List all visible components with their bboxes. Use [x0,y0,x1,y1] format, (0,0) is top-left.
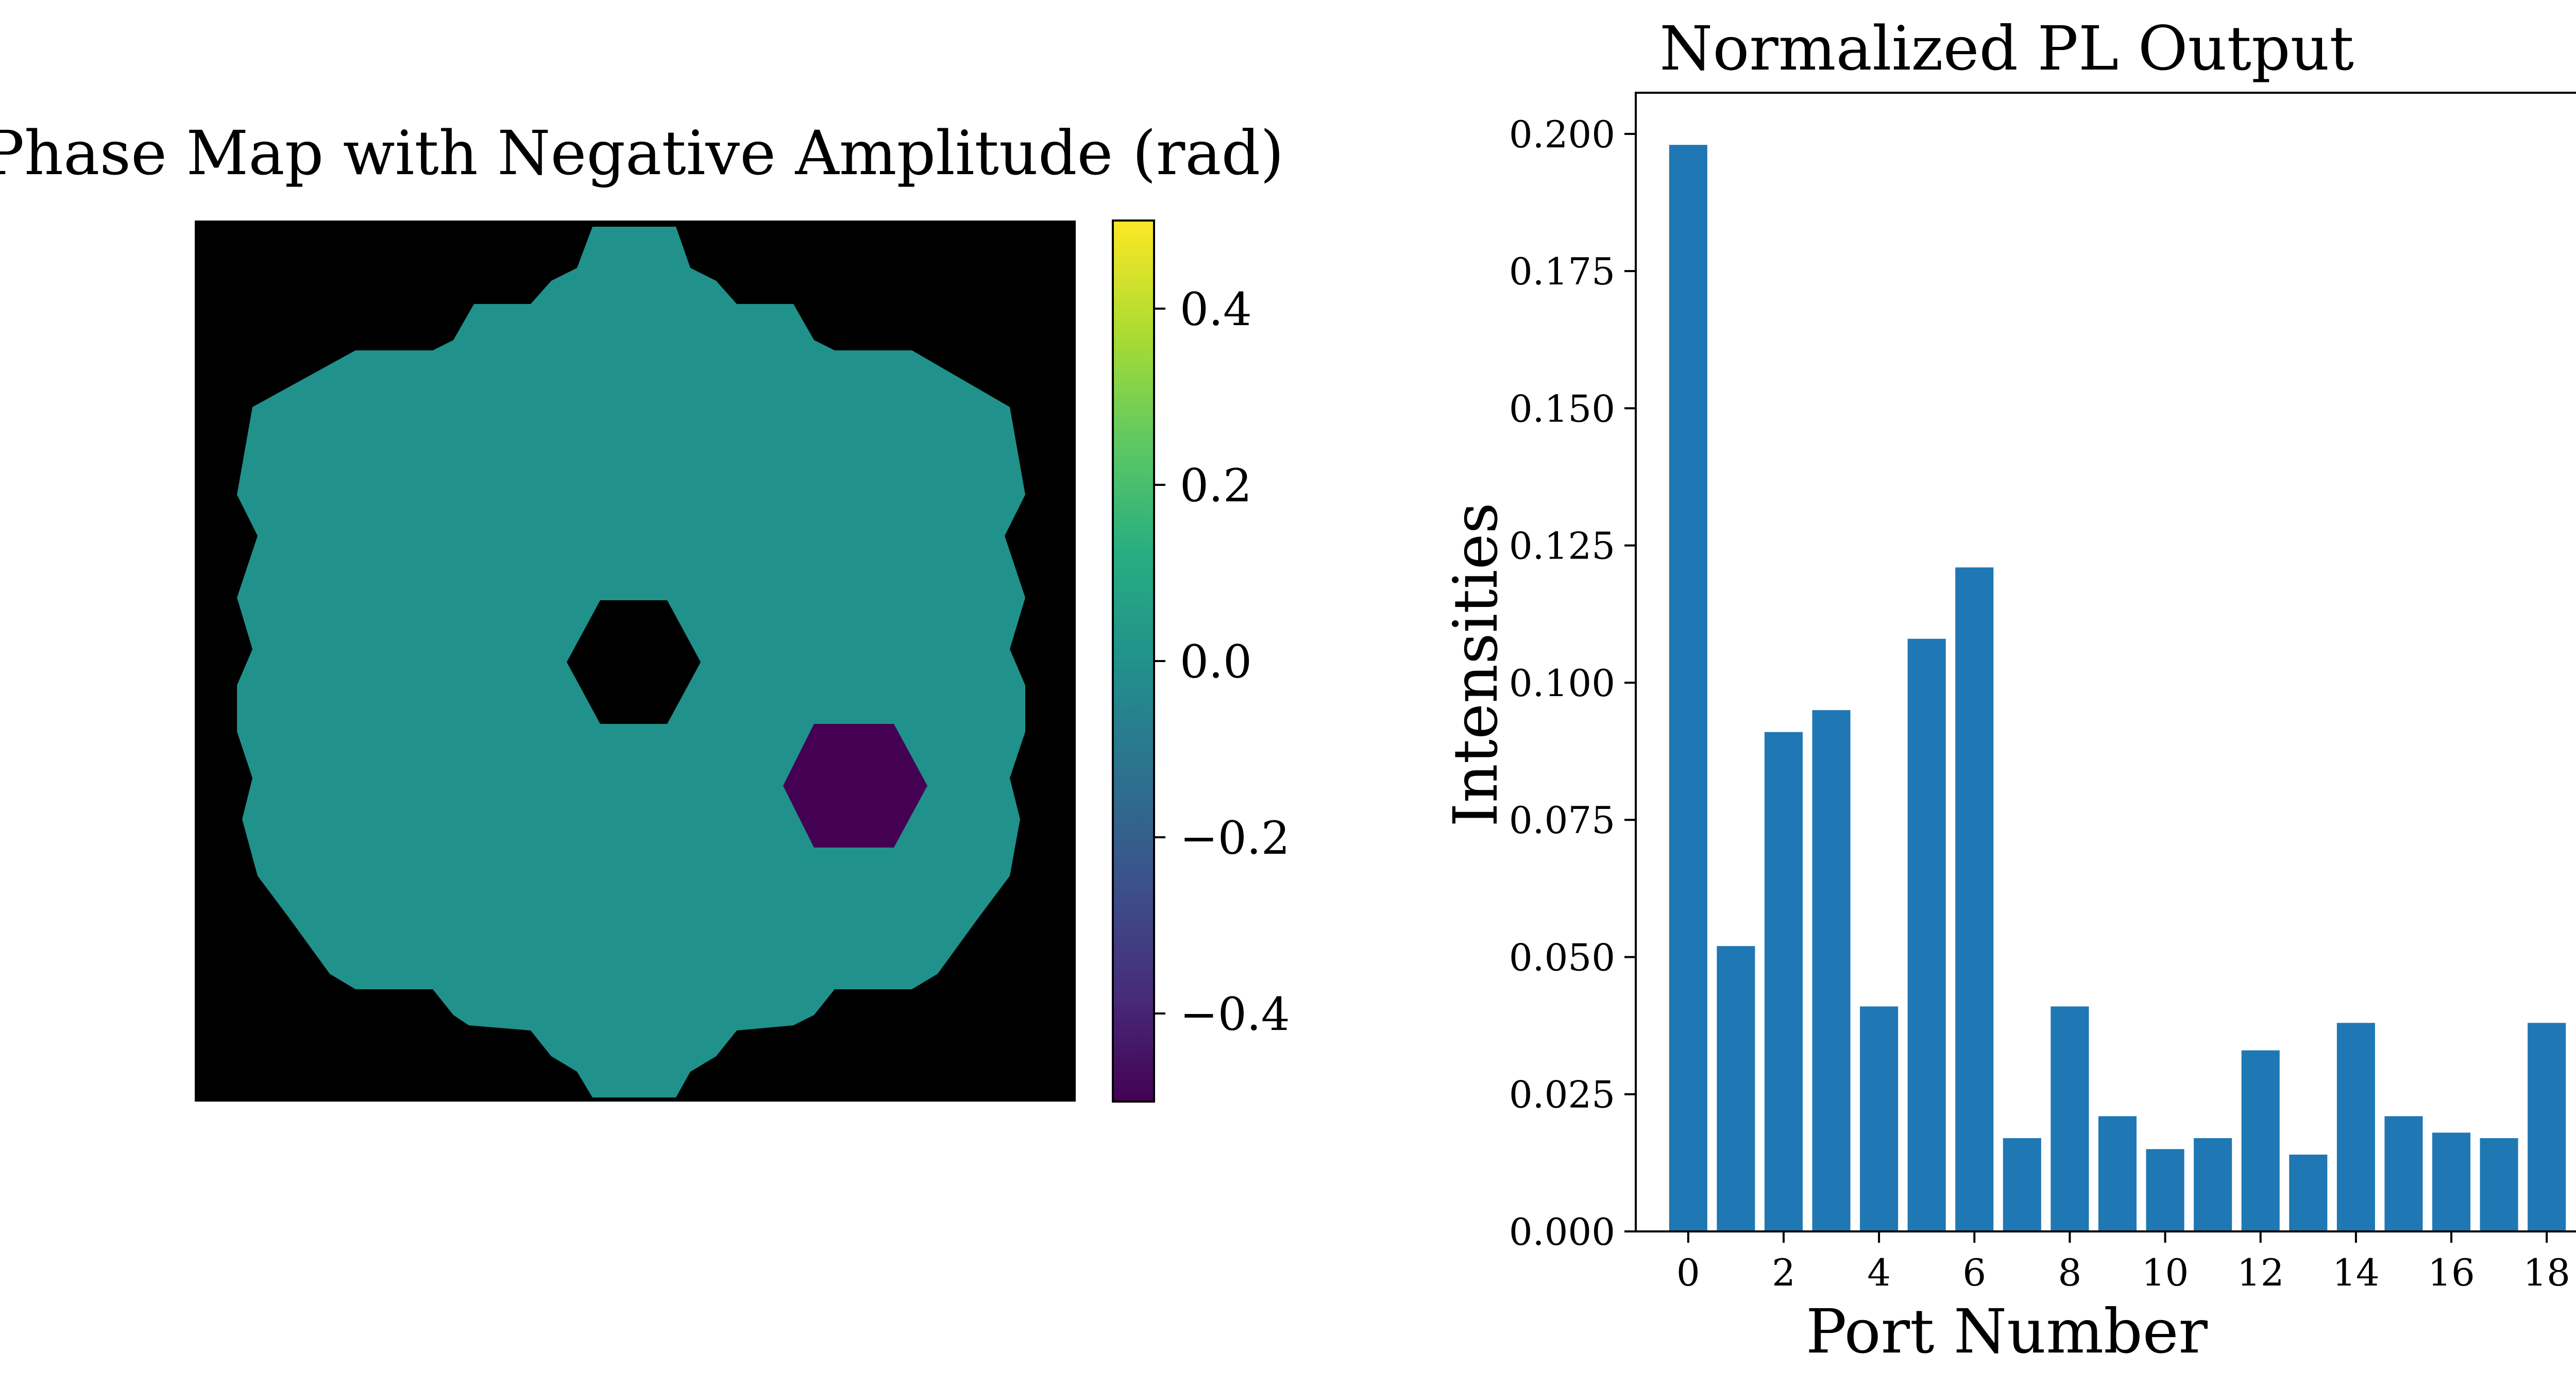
colorbar [1112,219,1155,1103]
y-tick-label: 0.150 [1509,387,1615,430]
x-tick-label: 4 [1867,1251,1891,1294]
colorbar-tick-label: 0.4 [1180,283,1252,336]
y-tick-label: 0.200 [1509,113,1615,156]
y-tick-label: 0.075 [1509,799,1615,842]
x-tick-label: 0 [1676,1251,1700,1294]
bar-port-16 [2432,1133,2471,1231]
bar-chart-title: Normalized PL Output [1659,13,2354,84]
y-axis-label: Intensities [1440,502,1511,827]
y-tick-label: 0.050 [1509,936,1615,979]
x-tick-label: 6 [1962,1251,1986,1294]
colorbar-tick-label: −0.2 [1180,812,1290,865]
x-tick-label: 14 [2332,1251,2380,1294]
bar-port-2 [1764,732,1803,1231]
x-tick-label: 16 [2428,1251,2475,1294]
x-axis-ticks: 0 2 4 6 8 10 12 14 16 18 [1676,1231,2570,1294]
x-tick-label: 12 [2237,1251,2284,1294]
bars [1669,145,2566,1232]
bar-port-14 [2336,1023,2375,1231]
bar-port-8 [2050,1006,2089,1231]
y-axis-ticks: 0.000 0.025 0.050 0.075 0.100 0.125 0.150 0.175… [1509,113,1636,1254]
x-tick-label: 10 [2142,1251,2189,1294]
y-tick-label: 0.125 [1509,525,1615,568]
bar-port-9 [2098,1116,2137,1231]
central-obscuration [567,600,701,724]
y-tick-label: 0.100 [1509,662,1615,705]
bar-port-13 [2289,1154,2328,1231]
colorbar-tick-label: 0.2 [1180,459,1252,512]
plot-frame [1635,92,2576,1232]
colorbar-ticks: −0.4 −0.2 0.0 0.2 0.4 [1154,283,1290,1041]
bar-port-5 [1907,638,1946,1231]
y-tick-label: 0.025 [1509,1073,1615,1117]
y-tick-label: 0.000 [1509,1210,1615,1254]
bar-port-4 [1860,1006,1899,1231]
bar-port-12 [2241,1050,2280,1231]
bar-port-0 [1669,145,1707,1232]
x-axis-label: Port Number [1806,1296,2208,1367]
colorbar-tick-label: 0.0 [1180,635,1252,688]
bar-port-6 [1955,567,1994,1231]
bar-port-1 [1717,946,1755,1231]
bar-port-15 [2384,1116,2423,1231]
shifted-segment [783,724,927,848]
x-tick-label: 18 [2523,1251,2570,1294]
colorbar-tick-label: −0.4 [1180,988,1290,1041]
bar-port-10 [2146,1149,2184,1231]
bar-port-18 [2528,1023,2566,1231]
bar-port-7 [2003,1138,2041,1231]
bar-port-3 [1812,710,1851,1231]
x-tick-label: 8 [2058,1251,2082,1294]
bar-port-11 [2194,1138,2232,1231]
phase-map-title: Phase Map with Negative Amplitude (rad) [0,117,1284,189]
x-tick-label: 2 [1772,1251,1795,1294]
bar-port-17 [2480,1138,2518,1231]
y-tick-label: 0.175 [1509,250,1615,293]
phase-map-panel: Phase Map with Negative Amplitude (rad) … [0,117,1290,1103]
bar-chart-panel: Normalized PL Output Port Number Intensi… [1440,13,2576,1367]
